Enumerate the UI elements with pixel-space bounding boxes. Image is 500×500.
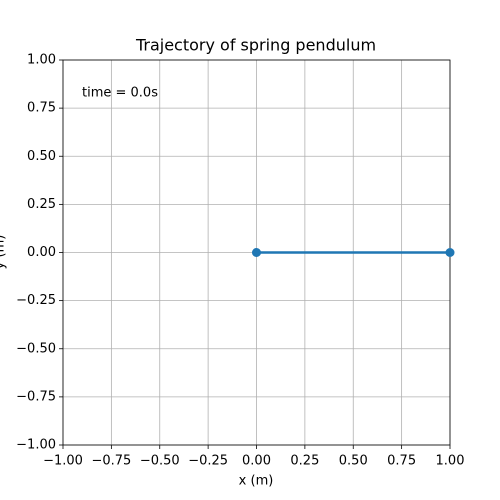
y-tick-label: 0.50 — [27, 149, 56, 164]
y-tick-label: 1.00 — [27, 53, 56, 68]
marker — [252, 248, 261, 257]
x-tick-label: −0.75 — [91, 454, 131, 469]
y-tick-label: 0.25 — [27, 197, 56, 212]
x-tick-label: 0.00 — [242, 454, 271, 469]
y-tick-label: 0.75 — [27, 101, 56, 116]
annotation: time = 0.0s — [82, 86, 158, 101]
x-tick-label: 0.50 — [339, 454, 368, 469]
x-tick-label: 0.25 — [290, 454, 319, 469]
marker — [445, 248, 455, 257]
y-axis-label: y (m) — [0, 235, 8, 270]
x-axis-label: x (m) — [239, 474, 274, 489]
x-tick-label: 1.00 — [436, 454, 465, 469]
x-tick-label: 0.75 — [387, 454, 416, 469]
y-tick-label: 0.00 — [27, 245, 56, 260]
y-tick-label: −0.50 — [16, 341, 56, 356]
x-tick-label: −0.25 — [188, 454, 228, 469]
chart-title: Trajectory of spring pendulum — [135, 36, 376, 55]
y-tick-label: −0.75 — [16, 389, 56, 404]
x-tick-label: −1.00 — [43, 454, 83, 469]
y-tick-label: −1.00 — [16, 438, 56, 453]
x-tick-label: −0.50 — [140, 454, 180, 469]
y-tick-label: −0.25 — [16, 293, 56, 308]
